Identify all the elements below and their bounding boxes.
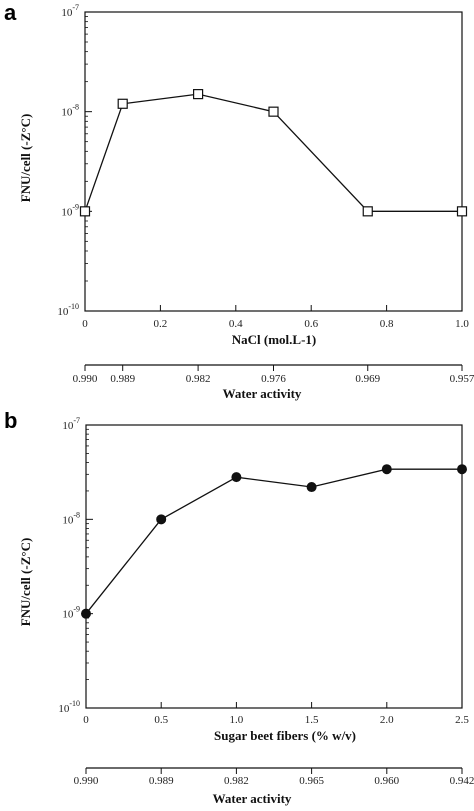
x-tick-label: 0.5: [154, 714, 168, 726]
x-tick-label: 2.5: [455, 714, 469, 726]
data-point: [81, 608, 91, 619]
panel-a-letter: a: [4, 0, 17, 25]
data-point: [456, 206, 468, 217]
x-tick-label: 1.5: [305, 714, 319, 726]
panel-a-water-activity-label: Water activity: [223, 386, 302, 401]
x-tick-label: 2.0: [380, 714, 394, 726]
panel-a-series: [79, 89, 468, 217]
panel-b-x-axis-label: Sugar beet fibers (% w/v): [214, 728, 356, 743]
y-tick-label: 10-10: [58, 699, 80, 715]
panel-a-x-axis-label: NaCl (mol.L-1): [232, 332, 317, 347]
panel-a-y-axis-label: FNU/cell (-Z°C): [18, 114, 33, 203]
panel-b-y-ticks: 10-7 10-8 10-9 10-10: [58, 416, 93, 715]
series-line: [85, 468, 462, 615]
x-tick-label: 1.0: [455, 318, 469, 330]
x-tick-label: 0.2: [154, 318, 168, 330]
data-point: [193, 89, 204, 100]
x-tick-label: 0.8: [380, 318, 394, 330]
data-point: [79, 206, 91, 217]
panel-b-plot-frame: [85, 424, 463, 709]
panel-b-x-ticks: 0 0.5 1.0 1.5 2.0 2.5: [83, 702, 469, 726]
water-activity-tick-label: 0.942: [450, 775, 474, 787]
data-point: [381, 464, 392, 475]
panel-b-water-activity-ticks: 0.990 0.989 0.982 0.965 0.960 0.942: [74, 768, 474, 787]
panel-a-x-ticks: 0 0.2 0.4 0.6 0.8 1.0: [82, 305, 469, 330]
panel-b-series: [81, 464, 467, 619]
panel-b-water-activity-label: Water activity: [213, 791, 292, 806]
panel-a-y-ticks: 10-7 10-8 10-9 10-10: [57, 3, 92, 318]
x-tick-label: 1.0: [230, 714, 244, 726]
y-tick-label: 10-7: [61, 3, 79, 19]
x-tick-label: 0: [82, 318, 88, 330]
water-activity-tick-label: 0.960: [374, 775, 399, 787]
panel-b-letter: b: [4, 408, 17, 433]
water-activity-tick-label: 0.957: [450, 373, 474, 385]
data-point: [362, 206, 373, 217]
water-activity-tick-label: 0.989: [149, 775, 174, 787]
series-line: [84, 93, 462, 212]
panel-a: a 10-7 10-8 10-9 10-10 0 0.2 0.4 0.6 0.8 1.0 NaC…: [4, 0, 474, 401]
y-tick-label: 10-9: [61, 202, 79, 218]
data-point: [117, 98, 128, 109]
x-tick-label: 0: [83, 714, 89, 726]
water-activity-tick-label: 0.982: [186, 373, 211, 385]
y-tick-label: 10-8: [61, 103, 79, 119]
panel-a-water-activity-ticks: 0.990 0.989 0.982 0.976 0.969 0.957: [73, 365, 474, 385]
water-activity-tick-label: 0.976: [261, 373, 286, 385]
y-tick-label: 10-8: [62, 510, 80, 526]
panel-a-plot-frame: [84, 11, 463, 312]
data-point: [156, 514, 167, 525]
data-point: [457, 464, 467, 475]
y-tick-label: 10-9: [62, 605, 80, 621]
water-activity-tick-label: 0.982: [224, 775, 249, 787]
data-point: [268, 106, 279, 117]
data-point: [306, 482, 317, 493]
data-point: [231, 472, 242, 483]
water-activity-tick-label: 0.990: [74, 775, 99, 787]
y-tick-label: 10-10: [57, 302, 79, 318]
water-activity-tick-label: 0.965: [299, 775, 324, 787]
y-tick-label: 10-7: [62, 416, 80, 432]
panel-b: b 10-7 10-8 10-9 10-10 0 0.5 1.0 1.5 2.0 2.5 Sug…: [4, 408, 474, 806]
x-tick-label: 0.6: [304, 318, 318, 330]
water-activity-tick-label: 0.989: [110, 373, 135, 385]
water-activity-tick-label: 0.990: [73, 373, 98, 385]
panel-b-y-axis-label: FNU/cell (-Z°C): [18, 538, 33, 627]
water-activity-tick-label: 0.969: [355, 373, 380, 385]
x-tick-label: 0.4: [229, 318, 243, 330]
